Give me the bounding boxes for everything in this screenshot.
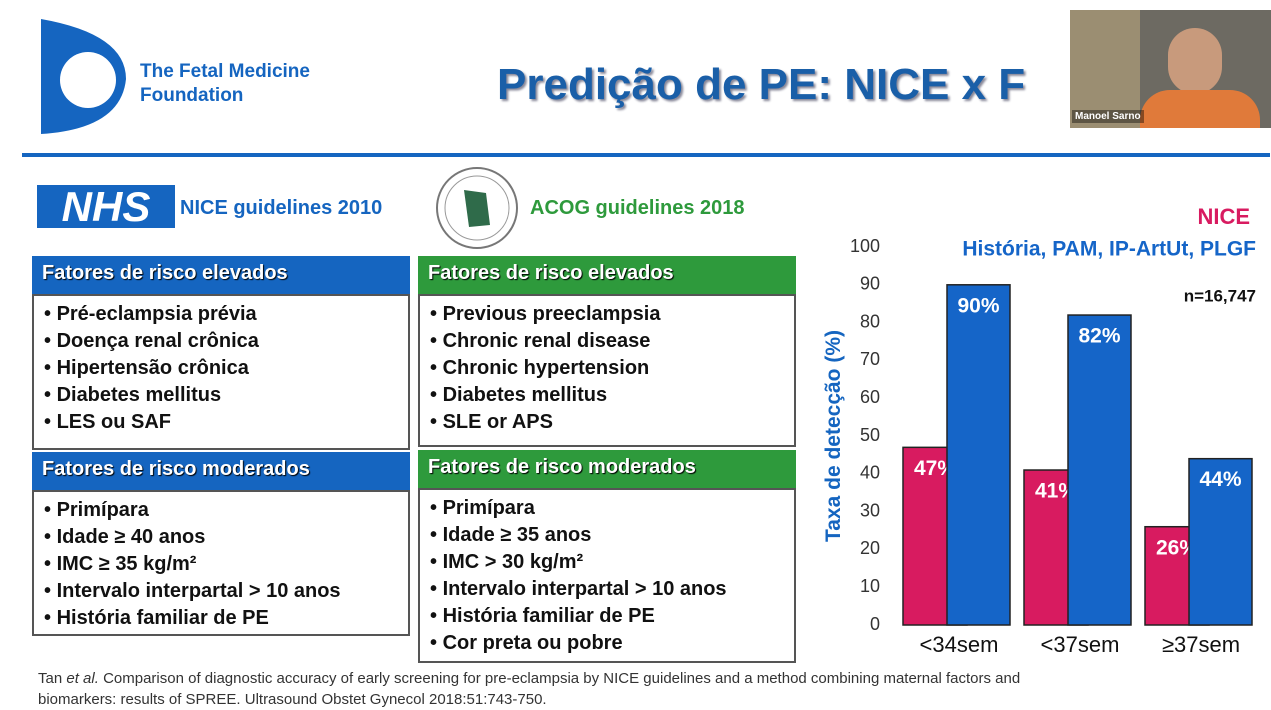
risk-item: Diabetes mellitus: [430, 382, 784, 409]
slide-title: Predição de PE: NICE x F: [497, 60, 1026, 109]
y-tick-label: 0: [870, 614, 880, 634]
value-label: 90%: [957, 294, 999, 317]
x-tick-label: <37sem: [1041, 632, 1120, 657]
x-tick-label: <34sem: [920, 632, 999, 657]
risk-item: IMC > 30 kg/m²: [430, 549, 784, 576]
risk-list: Previous preeclampsiaChronic renal disea…: [418, 294, 796, 447]
risk-item: Cor preta ou pobre: [430, 630, 784, 657]
citation-author: Tan: [38, 670, 63, 687]
y-tick-label: 30: [860, 500, 880, 520]
org-name: The Fetal Medicine Foundation: [140, 61, 310, 106]
risk-item: Primípara: [430, 495, 784, 522]
panel-heading: Fatores de risco moderados: [418, 450, 796, 488]
risk-item: Diabetes mellitus: [44, 382, 398, 409]
y-tick-label: 90: [860, 274, 880, 294]
bar: [946, 284, 1011, 626]
nice-caption: NICE guidelines 2010: [180, 197, 383, 219]
risk-list: PrimíparaIdade ≥ 40 anosIMC ≥ 35 kg/m²In…: [32, 490, 410, 636]
citation: Tan et al. Comparison of diagnostic accu…: [38, 668, 1020, 710]
citation-text: Comparison of diagnostic accuracy of ear…: [103, 670, 1021, 687]
fmf-logo: [41, 19, 126, 134]
risk-item: Idade ≥ 35 anos: [430, 522, 784, 549]
panel-heading: Fatores de risco moderados: [32, 452, 410, 490]
risk-item: Intervalo interpartal > 10 anos: [44, 578, 398, 605]
risk-item: Previous preeclampsia: [430, 301, 784, 328]
y-tick-label: 40: [860, 463, 880, 483]
risk-item: IMC ≥ 35 kg/m²: [44, 551, 398, 578]
citation-text: biomarkers: results of SPREE. Ultrasound…: [38, 691, 547, 708]
risk-item: SLE or APS: [430, 409, 784, 436]
bar: [1067, 314, 1132, 626]
risk-list: Pré-eclampsia préviaDoença renal crônica…: [32, 294, 410, 450]
legend-entry: NICE: [1197, 204, 1250, 229]
y-tick-label: 20: [860, 538, 880, 558]
citation-etal: et al.: [66, 670, 99, 687]
nhs-logo: NHS: [37, 185, 175, 228]
y-tick-label: 60: [860, 387, 880, 407]
acog-seal: [436, 167, 518, 249]
divider: [22, 153, 1270, 157]
webcam: Manoel Sarno: [1070, 10, 1271, 128]
y-tick-label: 80: [860, 311, 880, 331]
y-axis-label: Taxa de detecção (%): [822, 330, 845, 542]
risk-item: LES ou SAF: [44, 409, 398, 436]
risk-item: Chronic hypertension: [430, 355, 784, 382]
value-label: 47%: [914, 457, 956, 480]
risk-item: Idade ≥ 40 anos: [44, 524, 398, 551]
presenter-name: Manoel Sarno: [1072, 110, 1144, 123]
risk-item: Pré-eclampsia prévia: [44, 301, 398, 328]
risk-item: Intervalo interpartal > 10 anos: [430, 576, 784, 603]
value-label: 26%: [1156, 536, 1198, 559]
y-tick-label: 10: [860, 576, 880, 596]
risk-item: Hipertensão crônica: [44, 355, 398, 382]
x-tick-label: ≥37sem: [1162, 632, 1240, 657]
risk-item: História familiar de PE: [430, 603, 784, 630]
value-label: 41%: [1035, 480, 1077, 503]
y-tick-label: 50: [860, 425, 880, 445]
value-label: 82%: [1078, 325, 1120, 348]
acog-caption: ACOG guidelines 2018: [530, 197, 745, 219]
panel-heading: Fatores de risco elevados: [418, 256, 796, 294]
value-label: 44%: [1199, 468, 1241, 491]
bar: [1188, 457, 1253, 626]
y-tick-label: 70: [860, 349, 880, 369]
risk-list: PrimíparaIdade ≥ 35 anosIMC > 30 kg/m²In…: [418, 488, 796, 663]
y-tick-label: 100: [850, 236, 880, 256]
risk-item: Primípara: [44, 497, 398, 524]
annotation: n=16,747: [1184, 286, 1256, 305]
risk-item: Doença renal crônica: [44, 328, 398, 355]
panel-heading: Fatores de risco elevados: [32, 256, 410, 294]
risk-item: História familiar de PE: [44, 605, 398, 632]
risk-item: Chronic renal disease: [430, 328, 784, 355]
legend-entry: História, PAM, IP-ArtUt, PLGF: [962, 238, 1256, 261]
